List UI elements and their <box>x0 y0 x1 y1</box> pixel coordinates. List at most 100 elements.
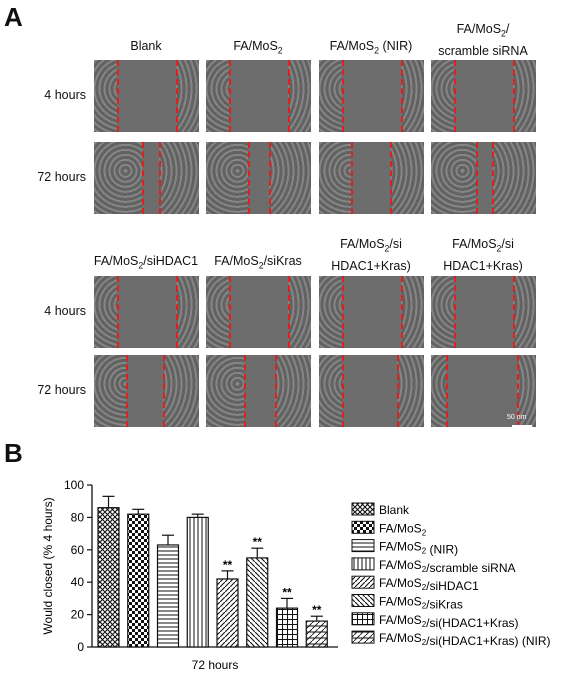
chart-legend: Blank FA/MoS2 FA/MoS2 (NIR)FA/MoS2/scrambl… <box>351 502 551 648</box>
bar-7 <box>275 607 299 648</box>
legend-label-5: FA/MoS2/siHDAC1 <box>379 576 479 593</box>
wound-edge-line <box>275 355 278 427</box>
y-tick-label: 0 <box>77 640 84 654</box>
wound-edge-line <box>287 276 290 348</box>
wound-edge-line <box>476 142 479 214</box>
legend-label-7: FA/MoS2/si(HDAC1+Kras) <box>379 613 519 630</box>
wound-edge-line <box>491 142 494 214</box>
micrograph-top-1-72h <box>94 142 199 214</box>
micrograph-bottom-2-4h <box>206 276 311 348</box>
wound-edge-line <box>117 60 120 132</box>
wound-edge-line <box>163 355 166 427</box>
y-tick-label: 60 <box>71 543 85 557</box>
legend-label-1: Blank <box>379 503 410 517</box>
micrograph-top-4-72h <box>431 142 536 214</box>
bar-8 <box>305 620 328 648</box>
legend-swatch-5 <box>351 575 375 589</box>
wound-edge-line <box>454 276 457 348</box>
wound-edge-line <box>342 355 345 427</box>
chart-bars: ** ** ** ** <box>97 495 328 648</box>
wound-edge-line <box>400 276 403 348</box>
wound-edge-line <box>229 60 232 132</box>
bottom-col-title-2: FA/MoS2/siKras <box>214 254 302 271</box>
micrograph-bottom-4-72h <box>431 355 536 427</box>
micrograph-top-2-72h <box>206 142 311 214</box>
bar-1 <box>97 507 120 648</box>
micrograph-bottom-3-72h <box>319 355 424 427</box>
y-tick-label: 40 <box>71 575 85 589</box>
bottom-col-title-1: FA/MoS2/siHDAC1 <box>93 254 199 271</box>
micrograph-bottom-2-72h <box>206 355 311 427</box>
legend-swatch-7 <box>351 612 375 626</box>
significance-mark: ** <box>253 535 263 549</box>
micrograph-bottom-1-72h <box>94 355 199 427</box>
wound-edge-line <box>342 60 345 132</box>
micrograph-bottom-4-4h <box>431 276 536 348</box>
legend-label-3: FA/MoS2 (NIR) <box>379 540 458 557</box>
bar-4 <box>186 516 209 648</box>
row-label-2-1: 4 hours <box>44 304 86 318</box>
wound-edge-line <box>400 60 403 132</box>
legend-label-8: FA/MoS2/si(HDAC1+Kras) (NIR) <box>379 631 551 648</box>
micrograph-bottom-1-4h <box>94 276 199 348</box>
legend-label-2: FA/MoS2 <box>379 521 427 537</box>
wound-edge-line <box>243 355 246 427</box>
micrograph-top-2-4h <box>206 60 311 132</box>
chart-axes: 0 20 40 60 80 100 Would closed (% 4 hours) 72 h… <box>41 478 338 672</box>
wound-edge-line <box>390 142 393 214</box>
y-tick-label: 20 <box>71 608 85 622</box>
wound-edge-line <box>117 276 120 348</box>
top-col-title-3: FA/MoS2 (NIR) <box>329 39 413 56</box>
micrograph-bottom-3-4h <box>319 276 424 348</box>
legend-swatch-8 <box>351 630 375 644</box>
wound-edge-line <box>512 276 515 348</box>
legend-swatch-4 <box>351 557 375 571</box>
wound-edge-line <box>454 60 457 132</box>
top-col-title-4: FA/MoS2/scramble siRNA <box>438 22 528 58</box>
legend-label-4: FA/MoS2/scramble siRNA <box>379 558 516 575</box>
wound-edge-line <box>342 276 345 348</box>
wound-edge-line <box>248 142 250 214</box>
legend-swatch-1 <box>351 502 375 516</box>
significance-mark: ** <box>312 603 322 617</box>
bar-2 <box>127 513 150 648</box>
wound-edge-line <box>512 60 515 132</box>
legend-swatch-3 <box>351 539 375 553</box>
wound-edge-line <box>350 142 353 214</box>
bar-6 <box>246 557 269 648</box>
top-col-title-1: Blank <box>130 39 162 53</box>
bottom-col-title-3: FA/MoS2/si HDAC1+Kras) <box>331 237 411 273</box>
row-label-1-1: 4 hours <box>44 88 86 102</box>
scale-bar <box>512 425 532 427</box>
y-tick-label: 100 <box>64 478 84 492</box>
micrograph-top-1-4h <box>94 60 199 132</box>
wound-edge-line <box>159 142 162 214</box>
wound-edge-line <box>445 355 448 427</box>
significance-mark: ** <box>223 558 233 572</box>
bar-chart: 0 20 40 60 80 100 Would closed (% 4 hours) 72 h… <box>41 478 551 672</box>
legend-swatch-2 <box>351 520 375 534</box>
wound-edge-line <box>142 142 145 214</box>
wound-edge-line <box>269 142 271 214</box>
legend-label-6: FA/MoS2/siKras <box>379 595 463 612</box>
bar-5 <box>216 578 239 648</box>
top-col-title-2: FA/MoS2 <box>233 39 283 56</box>
bar-3 <box>156 544 180 648</box>
scale-bar-label: 50 nm <box>507 414 527 421</box>
wound-edge-line <box>125 355 128 427</box>
panel-b-label: B <box>4 438 23 468</box>
y-tick-label: 80 <box>71 510 85 524</box>
wound-edge-line <box>517 355 520 427</box>
micrograph-top-3-4h <box>319 60 424 132</box>
panel-a-label: A <box>4 2 23 32</box>
micrograph-top-3-72h <box>319 142 424 214</box>
wound-edge-line <box>229 276 232 348</box>
micrograph-top-4-4h <box>431 60 536 132</box>
legend-swatch-6 <box>351 594 375 607</box>
row-label-2-2: 72 hours <box>37 383 86 397</box>
significance-mark: ** <box>282 585 292 599</box>
wound-edge-line <box>396 355 399 427</box>
wound-edge-line <box>175 60 178 132</box>
y-axis-label: Would closed (% 4 hours) <box>41 497 55 634</box>
x-axis-label: 72 hours <box>192 658 239 672</box>
